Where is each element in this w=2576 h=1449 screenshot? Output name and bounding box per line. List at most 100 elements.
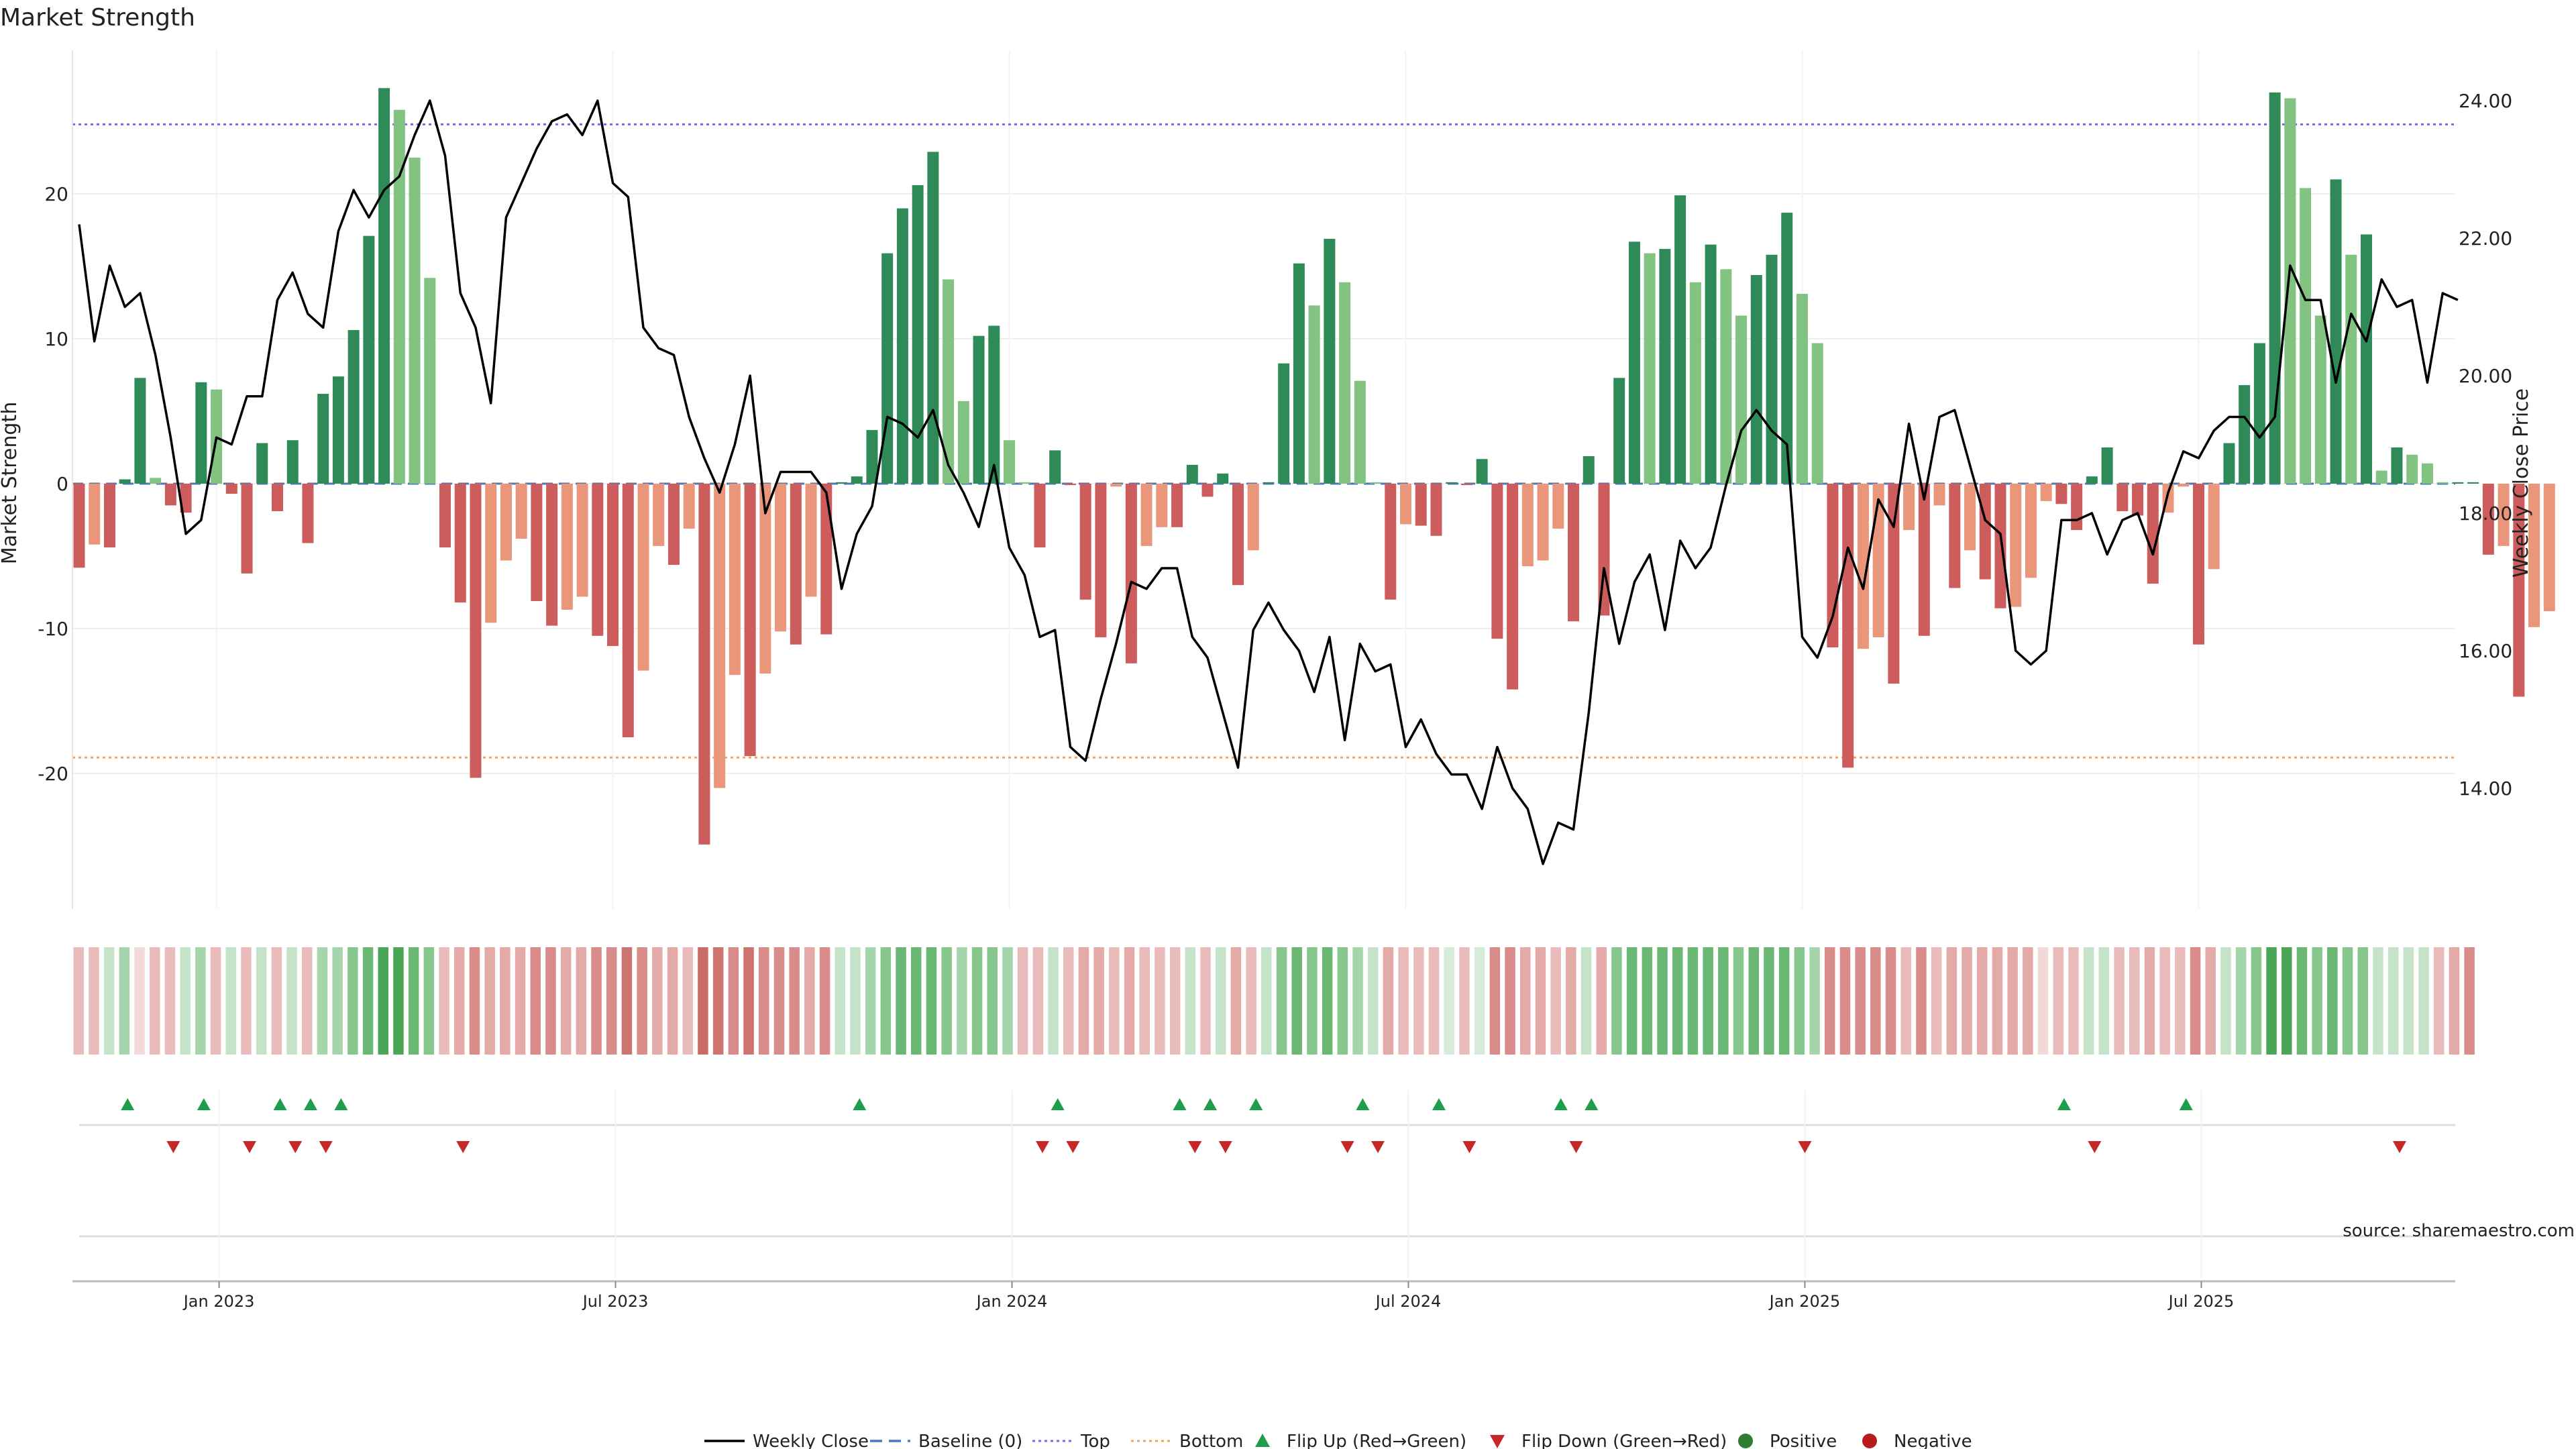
strength-bar — [1110, 484, 1122, 487]
right-y-tick-label: 22.00 — [2459, 227, 2512, 250]
heat-cell — [1733, 947, 1744, 1055]
heat-cell — [957, 947, 967, 1055]
strength-bar — [2391, 447, 2403, 484]
source-note: source: sharemaestro.com — [2343, 1221, 2575, 1241]
flip-up-marker — [853, 1098, 867, 1110]
heat-cell — [1383, 947, 1394, 1055]
legend-flip-up-icon — [1255, 1434, 1270, 1447]
heat-cell — [2434, 947, 2445, 1055]
heat-cell — [1946, 947, 1957, 1055]
heat-cell — [119, 947, 130, 1055]
heat-cell — [1307, 947, 1318, 1055]
flip-up-marker — [1203, 1098, 1218, 1110]
heat-cell — [1672, 947, 1683, 1055]
heat-cell — [560, 947, 572, 1055]
strength-bar — [943, 279, 955, 484]
strength-bar — [667, 484, 680, 565]
chart-title: Market Strength — [0, 4, 195, 32]
heat-cell — [2220, 947, 2231, 1055]
strength-bar — [119, 479, 131, 484]
strength-bar — [683, 484, 695, 529]
legend-label: Negative — [1894, 1432, 1972, 1449]
flip-up-marker — [1432, 1098, 1446, 1110]
heat-cell — [1398, 947, 1409, 1055]
heat-cell — [210, 947, 221, 1055]
strength-bar — [1293, 263, 1305, 484]
strength-bar — [271, 484, 283, 512]
strength-bar — [1674, 195, 1686, 484]
heat-cell — [2205, 947, 2216, 1055]
strength-bar — [2513, 484, 2525, 697]
heat-cell — [530, 947, 541, 1055]
strength-bar — [607, 484, 619, 646]
strength-bar — [1125, 484, 1137, 663]
heat-cell — [1962, 947, 1972, 1055]
heat-cell — [1063, 947, 1074, 1055]
heat-cell — [1368, 947, 1379, 1055]
heat-cell — [2023, 947, 2033, 1055]
heat-cell — [1764, 947, 1774, 1055]
right-y-tick-label: 20.00 — [2459, 365, 2512, 387]
strength-bar — [881, 253, 894, 484]
heat-cell — [1931, 947, 1942, 1055]
strength-bar — [1400, 484, 1412, 525]
heat-cell — [378, 947, 388, 1055]
right-y-tick-label: 14.00 — [2459, 777, 2512, 800]
strength-bar — [1354, 380, 1366, 484]
heat-cell — [332, 947, 343, 1055]
strength-bar — [1521, 484, 1534, 567]
heat-cell — [1870, 947, 1881, 1055]
heat-cell — [150, 947, 160, 1055]
heat-cell — [1291, 947, 1302, 1055]
heat-cell — [1048, 947, 1059, 1055]
heat-cell — [2007, 947, 2018, 1055]
heat-cell — [1246, 947, 1256, 1055]
y-tick-label: -10 — [38, 618, 68, 640]
heat-cell — [2083, 947, 2094, 1055]
strength-bar — [1430, 484, 1442, 536]
strength-bar — [241, 484, 253, 574]
strength-bar — [1034, 484, 1046, 548]
strength-bar — [2055, 484, 2068, 504]
strength-bar — [393, 109, 405, 484]
heat-cell — [2357, 947, 2368, 1055]
strength-bar — [2208, 484, 2220, 570]
legend-label: Weekly Close — [753, 1432, 869, 1449]
strength-bar — [2223, 443, 2235, 484]
strength-bar — [714, 484, 726, 788]
strength-bar — [2010, 484, 2022, 607]
flip-down-marker — [319, 1141, 333, 1153]
weekly-close-line — [78, 99, 2459, 865]
strength-bar — [500, 484, 512, 561]
strength-bar — [2132, 484, 2144, 516]
heat-cell — [743, 947, 754, 1055]
heat-cell — [1748, 947, 1759, 1055]
heat-cell — [1505, 947, 1515, 1055]
heat-cell — [773, 947, 785, 1055]
heat-cell — [728, 947, 739, 1055]
strength-bar — [1827, 484, 1839, 648]
strength-bar — [2528, 484, 2540, 627]
strength-bar — [2345, 254, 2357, 484]
heat-cell — [2282, 947, 2292, 1055]
strength-bar — [195, 382, 207, 484]
strength-bar — [470, 484, 482, 778]
y-axis-label: Market Strength — [0, 402, 21, 564]
heat-cell — [180, 947, 191, 1055]
strength-bar — [1689, 282, 1701, 484]
heat-cell — [1139, 947, 1150, 1055]
heat-cell — [1109, 947, 1120, 1055]
flip-up-marker — [1051, 1098, 1065, 1110]
heat-cell — [515, 947, 526, 1055]
heat-cell — [2098, 947, 2110, 1055]
heat-cell — [1977, 947, 1988, 1055]
strength-bar — [1186, 464, 1198, 484]
heat-cell — [2037, 947, 2049, 1055]
strength-bar — [561, 484, 573, 610]
heat-cell — [545, 947, 556, 1055]
flip-up-marker — [121, 1098, 135, 1110]
heat-cell — [1687, 947, 1699, 1055]
weekly-close-series — [78, 99, 2459, 865]
heat-cell — [225, 947, 236, 1055]
heat-cell — [1596, 947, 1607, 1055]
